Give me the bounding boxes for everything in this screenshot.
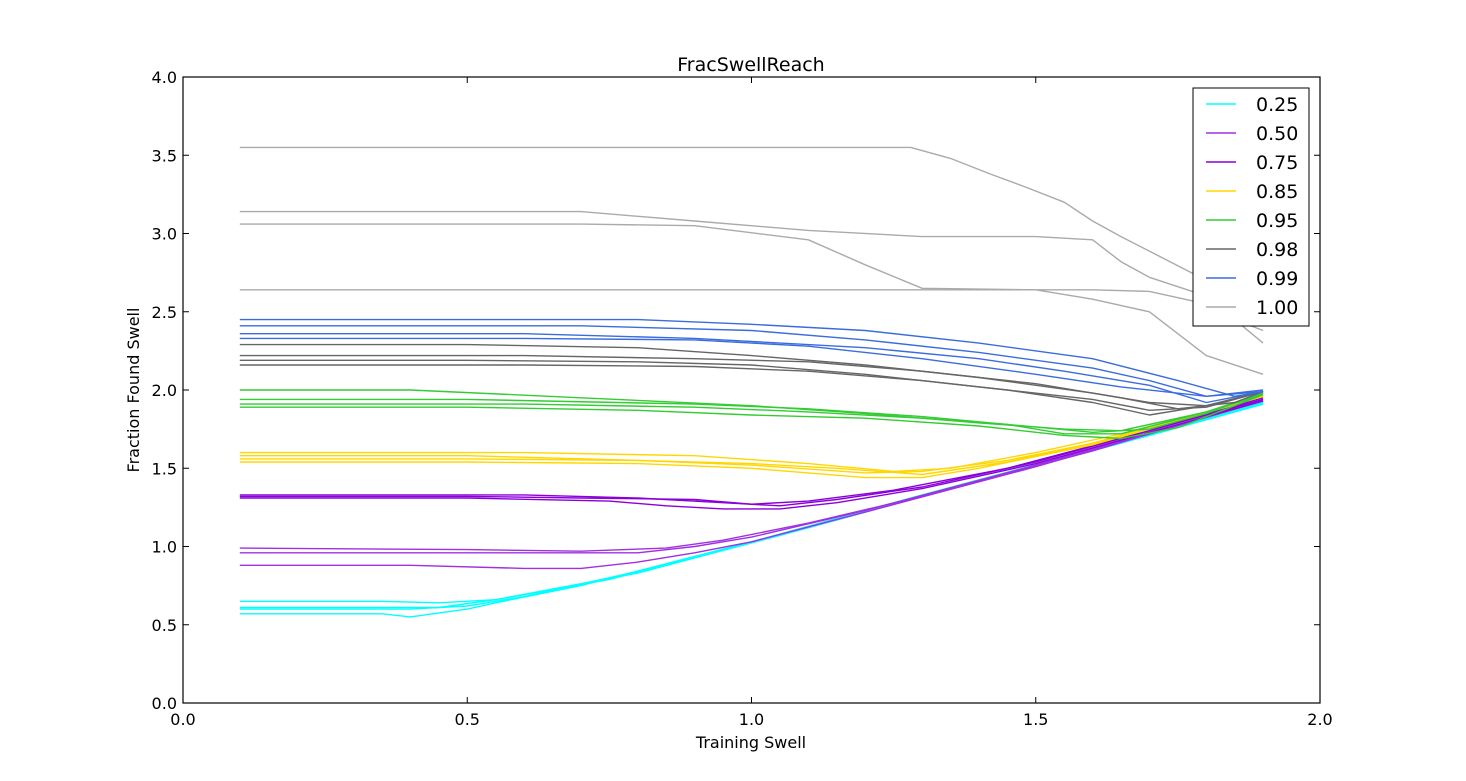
series-line-1.00-3 (239, 210, 1264, 344)
series-line-0.95-3 (239, 392, 1264, 433)
y-tick-label: 1.5 (152, 459, 177, 478)
legend-label-0.99: 0.99 (1256, 268, 1298, 290)
x-tick-label: 1.5 (1023, 710, 1048, 729)
series-layer (239, 146, 1264, 618)
legend-label-0.98: 0.98 (1256, 239, 1298, 261)
ticks-layer: 0.0 0.5 1.0 1.5 2.0 0.0 0.5 1.0 1.5 2.0 2.5 3.0 3.5 4… (152, 68, 1333, 729)
legend-label-0.50: 0.50 (1256, 123, 1298, 145)
series-line-0.85-4 (239, 395, 1264, 476)
legend-box (1192, 87, 1310, 327)
series-line-0.95-1 (239, 394, 1264, 440)
series-line-0.50-2 (239, 400, 1264, 554)
x-tick-label: 0.5 (455, 710, 480, 729)
x-axis-label: Training Swell (695, 733, 806, 752)
y-tick-label: 4.0 (152, 68, 177, 87)
legend: 0.25 0.50 0.75 0.85 0.95 0.98 0.99 1.00 (1192, 87, 1310, 327)
x-tick-label: 2.0 (1307, 710, 1332, 729)
series-line-0.99-3 (239, 325, 1264, 397)
series-line-0.75-3 (239, 397, 1264, 505)
series-line-1.00-4 (239, 146, 1264, 297)
y-tick-label: 1.0 (152, 538, 177, 557)
y-tick-label: 2.0 (152, 381, 177, 400)
x-tick-label: 1.0 (739, 710, 764, 729)
y-tick-label: 3.5 (152, 146, 177, 165)
series-line-0.99-1 (239, 337, 1264, 397)
plot-frame (182, 76, 1321, 704)
series-line-0.99-4 (239, 318, 1264, 397)
legend-label-0.95: 0.95 (1256, 210, 1298, 232)
series-line-0.98-4 (239, 343, 1264, 407)
legend-label-0.85: 0.85 (1256, 181, 1298, 203)
legend-label-1.00: 1.00 (1256, 297, 1298, 319)
series-line-0.85-3 (239, 395, 1264, 473)
legend-label-0.75: 0.75 (1256, 152, 1298, 174)
y-tick-label: 0.0 (152, 694, 177, 713)
y-axis-label: Fraction Found Swell (124, 308, 143, 473)
series-line-0.50-3 (239, 398, 1264, 552)
y-tick-label: 0.5 (152, 616, 177, 635)
y-tick-label: 3.0 (152, 225, 177, 244)
series-line-0.99-2 (239, 333, 1264, 404)
y-tick-label: 2.5 (152, 303, 177, 322)
series-line-0.95-4 (239, 389, 1264, 432)
x-tick-label: 0.0 (170, 710, 195, 729)
legend-label-0.25: 0.25 (1256, 94, 1298, 116)
chart-title: FracSwellReach (677, 54, 824, 76)
series-line-1.00-2 (239, 223, 1264, 375)
series-line-0.85-1 (239, 395, 1264, 479)
series-line-0.75-1 (239, 400, 1264, 510)
